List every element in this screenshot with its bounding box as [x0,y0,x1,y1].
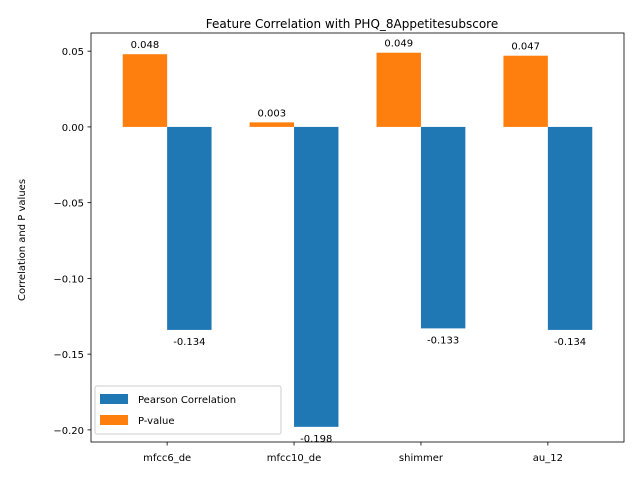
legend-swatch [100,394,128,404]
bar-pearson-correlation [294,126,339,427]
data-label-pearson-correlation: -0.133 [427,335,459,346]
x-axis-ticks: mfcc6_de mfcc10_de shimmer au_12 [143,442,563,464]
y-tick-label: −0.20 [53,426,84,437]
bar-p-value [249,122,295,127]
plot-frame [90,32,625,443]
bar-pearson-correlation [167,126,212,330]
x-tick-label: au_12 [533,453,563,464]
data-label-pearson-correlation: -0.198 [300,434,332,445]
legend-label: P-value [138,416,174,427]
y-tick-label: 0.05 [62,47,84,58]
data-label-p-value: 0.047 [511,42,540,53]
y-axis-label: Correlation and P values [17,179,28,301]
bar-p-value [503,55,548,127]
bar-p-value [122,54,168,127]
x-tick-label: mfcc6_de [143,453,191,464]
y-axis-ticks: 0.05 0.00 −0.05 −0.10 −0.15 −0.20 [53,47,91,437]
y-tick-label: −0.15 [53,350,84,361]
bars-group [122,52,593,427]
bar-p-value [376,52,421,127]
data-label-p-value: 0.048 [131,40,160,51]
legend: Pearson Correlation P-value [94,385,282,435]
data-labels-group: 0.048 -0.134 0.003 -0.198 0.049 -0.133 0.047 -0… [131,39,587,445]
bar-pearson-correlation [547,126,593,330]
data-label-p-value: 0.003 [258,108,287,119]
legend-box [94,385,282,435]
x-tick-label: mfcc10_de [267,453,321,464]
bar-pearson-correlation [420,126,466,329]
legend-label: Pearson Correlation [138,395,236,406]
chart-title: Feature Correlation with PHQ_8Appetitesu… [206,17,498,31]
data-label-pearson-correlation: -0.134 [173,337,205,348]
y-tick-label: −0.10 [53,274,84,285]
y-tick-label: −0.05 [53,199,84,210]
data-label-p-value: 0.049 [384,39,413,50]
legend-swatch [100,415,128,425]
x-tick-label: shimmer [399,453,444,464]
data-label-pearson-correlation: -0.134 [554,337,586,348]
y-tick-label: 0.00 [62,123,84,134]
